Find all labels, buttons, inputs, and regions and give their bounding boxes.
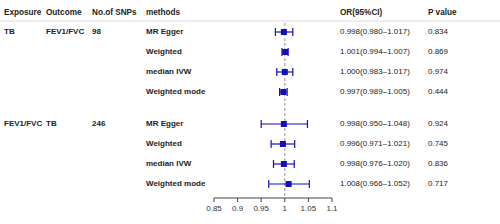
row-pval: 0.974	[428, 67, 449, 76]
row-exposure: FEV1/FVC	[4, 119, 42, 128]
row-value-label: 1.001(0.994–1.007)	[340, 47, 410, 56]
column-header: methods	[146, 8, 181, 17]
estimate-marker	[281, 121, 287, 127]
row-exposure: TB	[4, 27, 15, 36]
row-method: Weighted mode	[146, 179, 206, 188]
x-tick-label: 0.95	[253, 204, 269, 213]
estimate-marker	[281, 161, 287, 167]
ci-cap-low	[261, 120, 262, 128]
x-tick-label: 1.1	[326, 204, 338, 213]
row-outcome: FEV1/FVC	[46, 27, 84, 36]
ci-cap-high	[294, 140, 295, 148]
ci-cap-high	[309, 180, 310, 188]
ci-cap-high	[292, 68, 293, 76]
ci-cap-low	[271, 140, 272, 148]
ci-cap-low	[273, 160, 274, 168]
x-tick-label: 0.9	[232, 204, 244, 213]
row-outcome: TB	[46, 119, 57, 128]
estimate-marker	[282, 69, 288, 75]
row-value-label: 0.998(0.976–1.020)	[340, 159, 410, 168]
column-header: OR(95%CI)	[340, 8, 383, 17]
row-pval: 0.717	[428, 179, 449, 188]
row-value-label: 0.997(0.989–1.005)	[340, 87, 410, 96]
x-tick	[284, 198, 285, 202]
estimate-marker	[282, 49, 288, 55]
ci-cap-low	[268, 180, 269, 188]
row-pval: 0.869	[428, 47, 449, 56]
row-snps: 98	[92, 27, 101, 36]
x-tick	[332, 198, 333, 202]
x-tick-label: 1	[283, 204, 288, 213]
estimate-marker	[280, 89, 286, 95]
estimate-marker	[286, 181, 292, 187]
row-pval: 0.745	[428, 139, 449, 148]
row-pval: 0.444	[428, 87, 449, 96]
ci-cap-low	[279, 88, 280, 96]
row-method: median IVW	[146, 159, 192, 168]
row-method: median IVW	[146, 67, 192, 76]
row-method: Weighted mode	[146, 87, 206, 96]
marks	[261, 28, 309, 188]
x-axis-line	[214, 198, 332, 199]
forest-chart: Exposure Outcome No.of SNPs methods OR(95%CI…	[0, 0, 500, 224]
ci-cap-high	[294, 160, 295, 168]
row-method: MR Egger	[146, 119, 183, 128]
ci-cap-high	[292, 28, 293, 36]
row-value-label: 1.008(0.966–1.052)	[340, 179, 410, 188]
column-header: Exposure	[4, 8, 42, 17]
x-tick	[261, 198, 262, 202]
ci-cap-low	[275, 28, 276, 36]
column-header: P value	[428, 8, 457, 17]
x-tick	[214, 198, 215, 202]
x-tick-label: 1.05	[301, 204, 317, 213]
column-header: Outcome	[46, 8, 82, 17]
estimate-marker	[280, 141, 286, 147]
ci-cap-high	[287, 88, 288, 96]
row-value-label: 0.998(0.980–1.017)	[340, 27, 410, 36]
row-value-label: 0.996(0.971–1.021)	[340, 139, 410, 148]
estimate-marker	[281, 29, 287, 35]
row-pval: 0.836	[428, 159, 449, 168]
ci-cap-low	[276, 68, 277, 76]
x-tick	[308, 198, 309, 202]
row-pval: 0.924	[428, 119, 449, 128]
row-value-label: 1.000(0.983–1.017)	[340, 67, 410, 76]
row-method: Weighted	[146, 47, 182, 56]
x-tick	[237, 198, 238, 202]
row-method: MR Egger	[146, 27, 183, 36]
ci-cap-high	[307, 120, 308, 128]
row-method: Weighted	[146, 139, 182, 148]
x-tick-label: 0.85	[206, 204, 222, 213]
row-snps: 246	[92, 119, 106, 128]
column-header: No.of SNPs	[92, 8, 137, 17]
header-rule	[0, 21, 500, 22]
row-pval: 0.834	[428, 27, 449, 36]
row-value-label: 0.998(0.950–1.048)	[340, 119, 410, 128]
